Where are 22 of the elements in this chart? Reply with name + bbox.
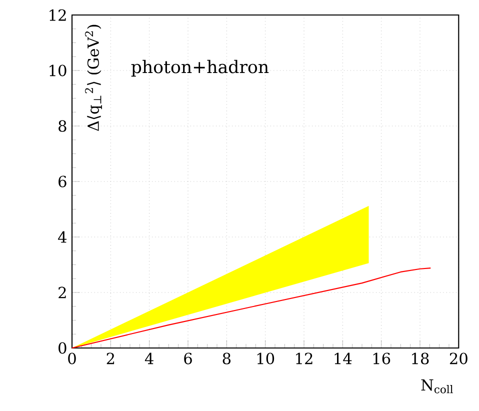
y-tick-label: 0 [58, 342, 66, 354]
x-tick-label: 20 [450, 352, 468, 364]
x-tick-label: 8 [222, 352, 231, 364]
line-series [71, 268, 432, 349]
x-tick-label: 2 [106, 352, 114, 364]
y-axis-title: Δ⟨q$_{⊥}$$^{2}$⟩ (GeV$^{2}$) [85, 24, 102, 131]
x-tick-label: 6 [184, 352, 192, 364]
y-tick-label: 4 [58, 231, 67, 243]
y-tick-label: 6 [58, 176, 66, 188]
annotation: photon+hadron [131, 60, 269, 77]
x-tick-label: 4 [144, 352, 154, 364]
x-tick-label: 10 [257, 352, 274, 364]
x-tick-label: 18 [412, 352, 429, 364]
x-tick-label: 14 [334, 352, 352, 364]
y-tick-label: 10 [50, 64, 66, 76]
x-tick-label: 16 [373, 352, 390, 364]
y-tick-label: 12 [50, 9, 66, 21]
x-tick-label: 0 [68, 352, 76, 364]
y-tick-label: 8 [58, 120, 66, 132]
y-tick-label: 2 [58, 286, 66, 298]
x-tick-label: 12 [296, 352, 312, 364]
x-axis-title: N$_{coll}$ [421, 379, 453, 394]
